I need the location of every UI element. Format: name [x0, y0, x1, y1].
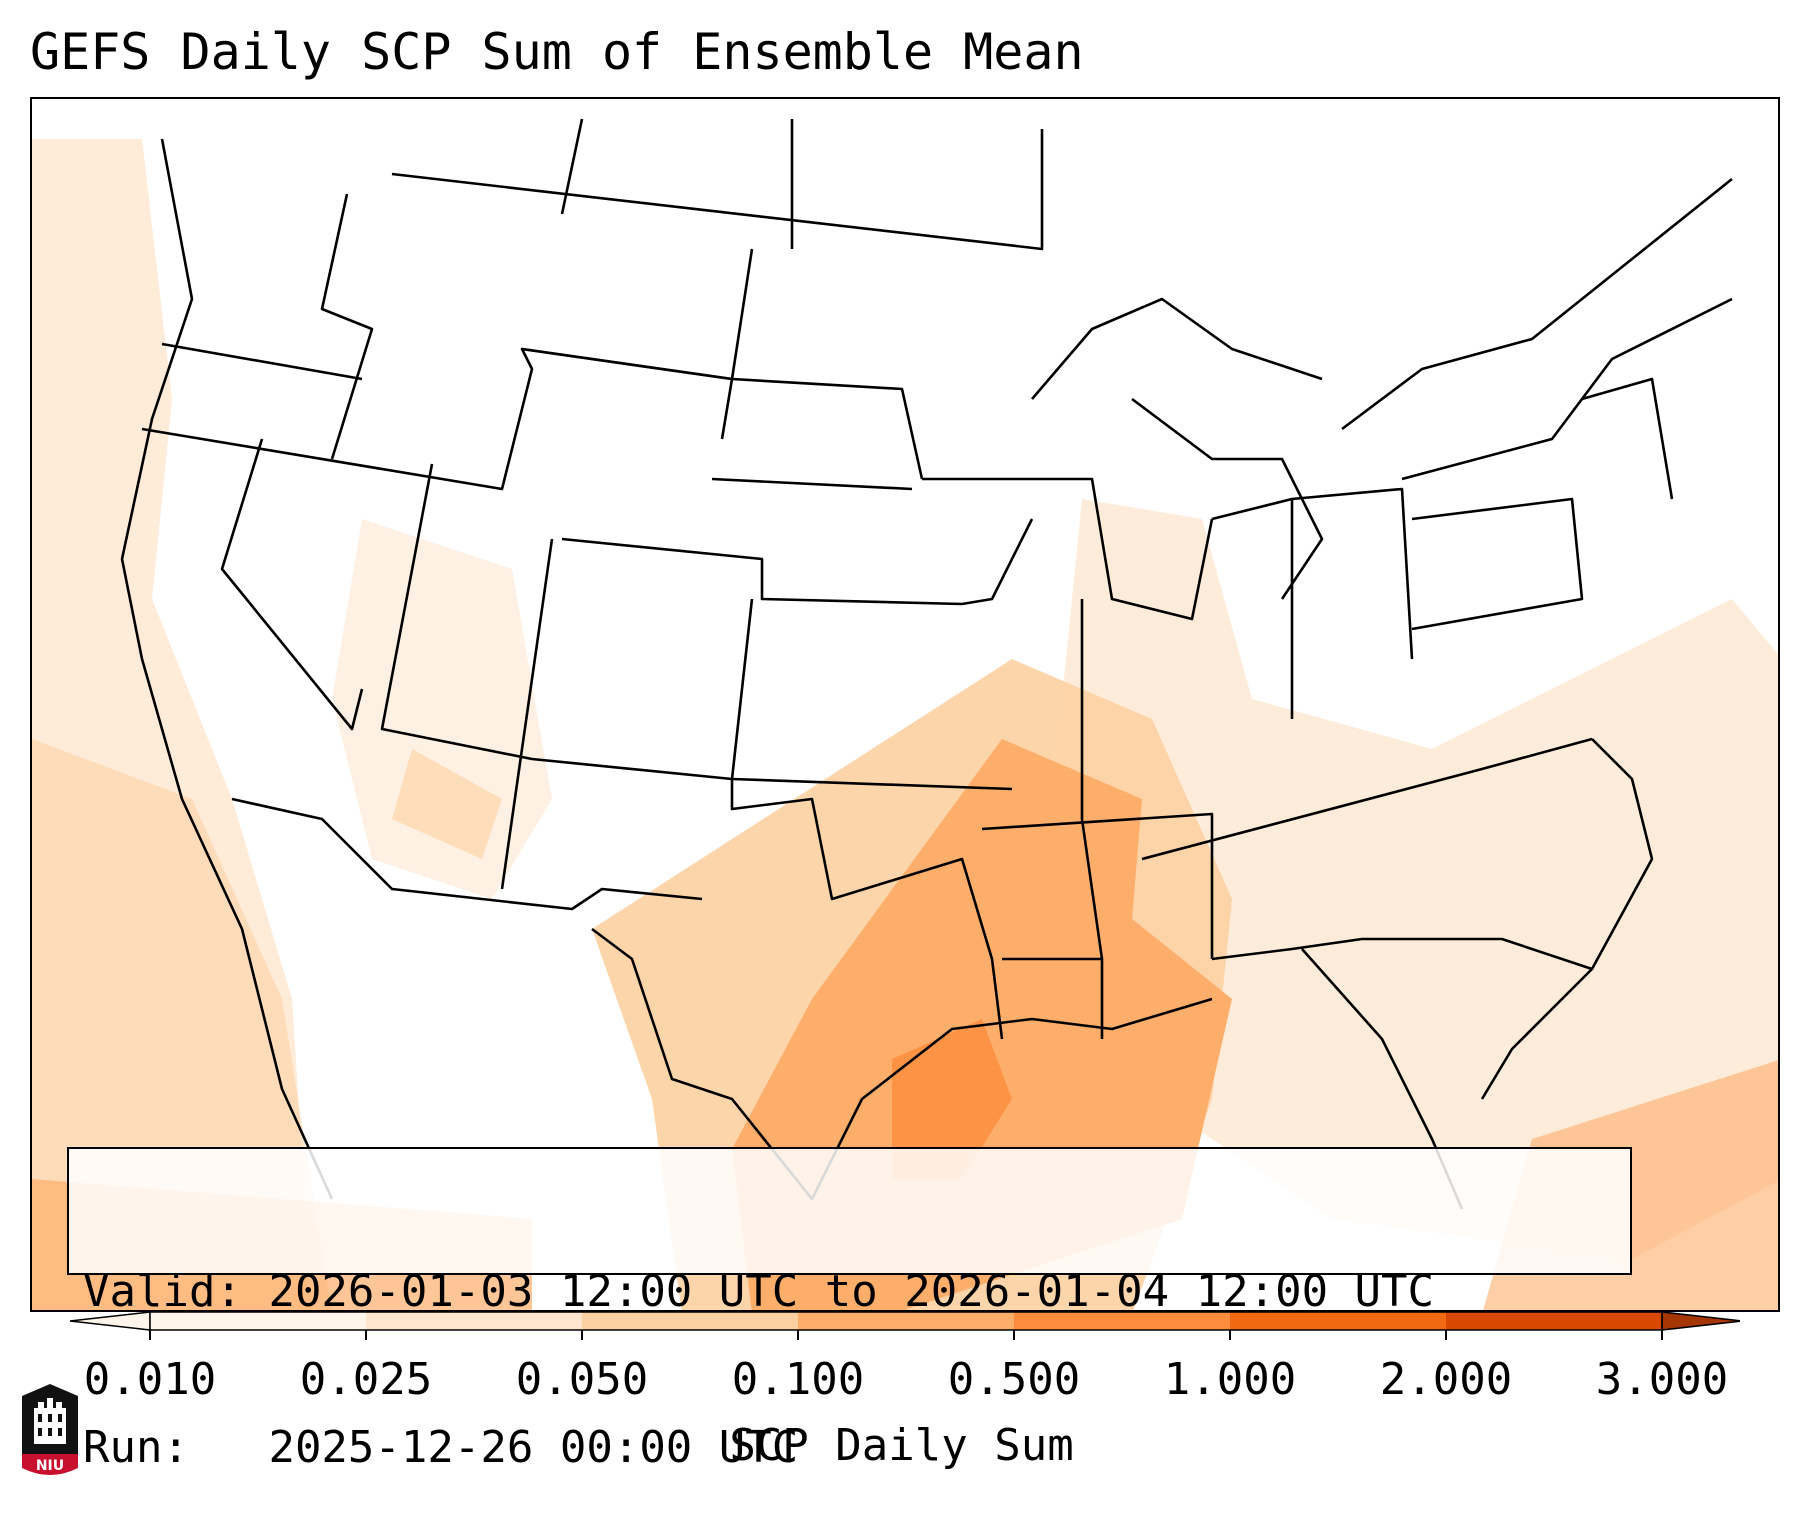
map-title: GEFS Daily SCP Sum of Ensemble Mean — [30, 23, 1084, 81]
colorbar-segment-5 — [1230, 1312, 1446, 1330]
run-time: 2025-12-26 00:00 UTC — [268, 1422, 799, 1473]
colorbar-extend-max — [1661, 1311, 1740, 1331]
colorbar — [69, 1311, 1740, 1340]
valid-label: Valid: — [83, 1266, 242, 1317]
valid-time-range: 2026-01-03 12:00 UTC to 2026-01-04 12:00… — [268, 1266, 1435, 1317]
scp-shading — [32, 139, 1778, 1310]
tick-label-7: 3.000 — [1595, 1354, 1729, 1405]
run-row: Run: 2025-12-26 00:00 UTC — [83, 1422, 1630, 1474]
colorbar-segments — [69, 1311, 1740, 1331]
tick-label-3: 0.100 — [731, 1354, 865, 1405]
run-label: Run: — [83, 1422, 189, 1473]
colorbar-segment-0 — [150, 1312, 366, 1330]
scp-map — [32, 118, 1778, 1310]
colorbar-outline — [149, 1311, 1663, 1331]
colorbar-segment-4 — [1014, 1312, 1230, 1330]
tick-label-1: 0.025 — [299, 1354, 433, 1405]
colorbar-segment-1 — [366, 1312, 582, 1330]
niu-logo-text: NIU — [36, 1458, 64, 1474]
colorbar-ticks — [149, 1330, 1663, 1340]
tick-label-2: 0.050 — [515, 1354, 649, 1405]
tick-label-5: 1.000 — [1163, 1354, 1297, 1405]
tick-label-4: 0.500 — [947, 1354, 1081, 1405]
valid-run-info-box: Valid: 2026-01-03 12:00 UTC to 2026-01-0… — [67, 1147, 1632, 1473]
colorbar-title: SCP Daily Sum — [729, 1420, 1074, 1471]
colorbar-segment-3 — [798, 1312, 1014, 1330]
map-panel — [30, 97, 1780, 1312]
tick-label-6: 2.000 — [1379, 1354, 1513, 1405]
valid-row: Valid: 2026-01-03 12:00 UTC to 2026-01-0… — [83, 1266, 1630, 1318]
colorbar-segment-2 — [582, 1312, 798, 1330]
colorbar-extend-min — [69, 1311, 151, 1331]
tick-label-0: 0.010 — [83, 1354, 217, 1405]
niu-logo: NIU — [22, 1384, 78, 1475]
colorbar-segment-6 — [1446, 1312, 1662, 1330]
